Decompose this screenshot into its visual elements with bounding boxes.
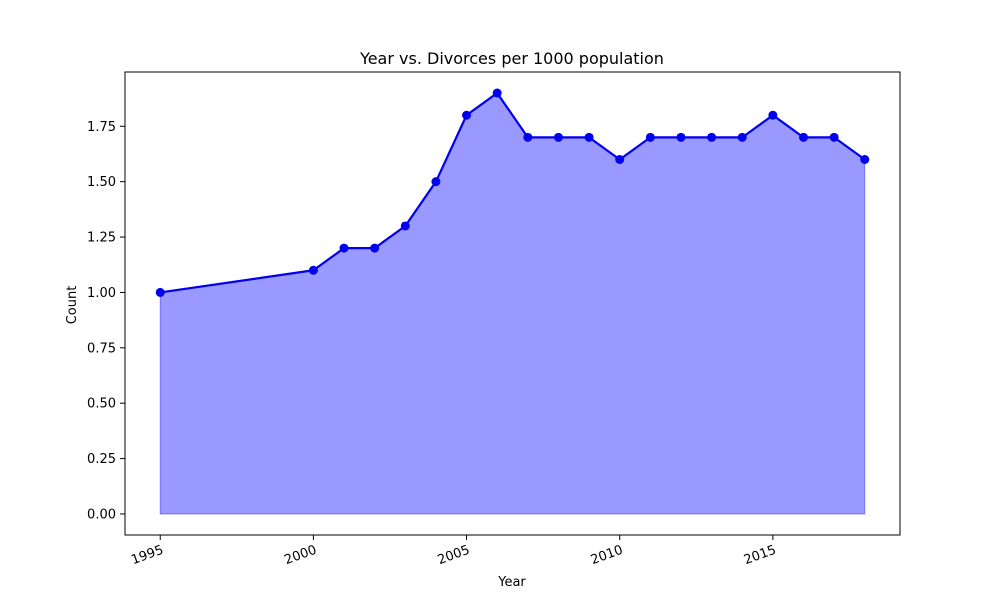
data-point [492,88,502,98]
y-axis-label: Count [65,286,80,325]
data-point [370,243,380,253]
data-point [462,110,472,120]
plot-area: 0.00 0.25 0.50 0.75 1.00 1.25 1.50 1.75 1995 2000… [87,71,901,568]
data-point [553,132,563,142]
y-tick-label: 0.75 [87,341,116,356]
data-point [584,132,594,142]
area-fill [159,92,866,515]
data-point [645,132,655,142]
chart-title: Year vs. Divorces per 1000 population [359,49,664,68]
data-point [523,132,533,142]
y-tick-label: 1.25 [87,231,116,246]
x-axis-label: Year [497,575,526,590]
y-tick-label: 1.00 [87,286,116,301]
plot-frame [124,71,901,536]
data-point [308,265,318,275]
data-point [799,132,809,142]
series-line [160,91,866,294]
data-point [829,132,839,142]
x-tick-label: 1995 [129,543,165,568]
data-point [339,243,349,253]
y-tick-label: 0.25 [87,452,116,467]
data-point [737,132,747,142]
data-point [431,177,441,187]
x-tick-label: 2015 [742,543,778,568]
y-tick-label: 0.00 [87,507,116,522]
y-tick-label: 1.50 [87,175,116,190]
x-tick-label: 2000 [283,543,319,568]
data-point [860,155,870,165]
y-tick-label: 1.75 [87,120,116,135]
data-point [400,221,410,231]
x-tick-label: 2005 [436,543,472,568]
data-point [768,110,778,120]
y-tick-label: 0.50 [87,397,116,412]
data-point [615,155,625,165]
data-point [155,287,165,297]
data-point [707,132,717,142]
x-tick-label: 2010 [589,543,625,568]
data-point [676,132,686,142]
